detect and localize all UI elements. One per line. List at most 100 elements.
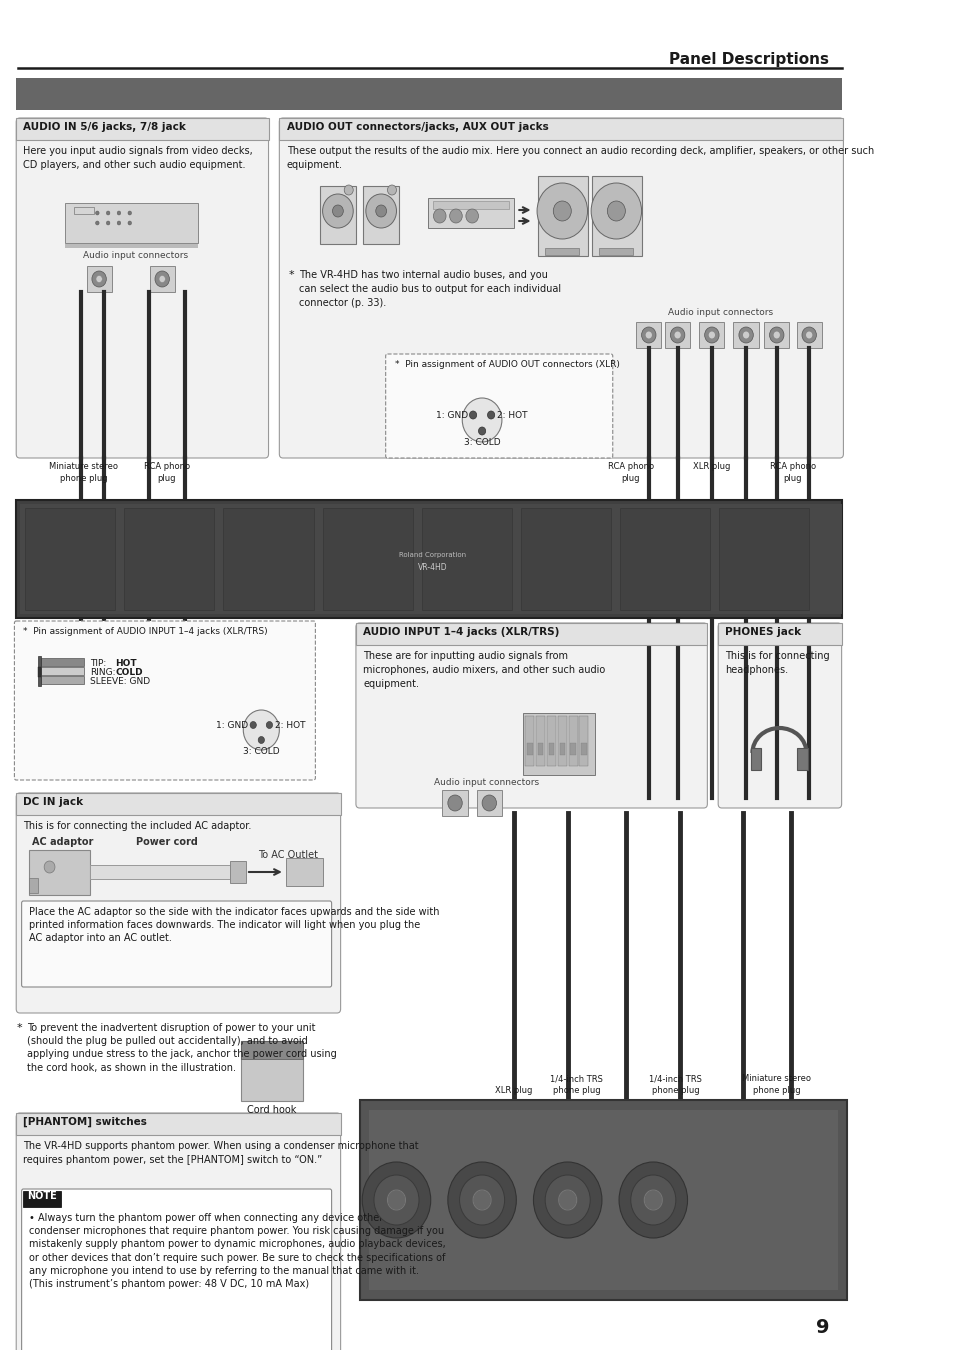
Circle shape	[106, 221, 110, 225]
Circle shape	[375, 205, 386, 217]
Bar	[548, 743, 554, 755]
Bar	[322, 508, 413, 610]
Text: Power cord: Power cord	[135, 837, 197, 846]
Text: AC adaptor: AC adaptor	[32, 837, 93, 846]
Circle shape	[645, 332, 651, 339]
Circle shape	[533, 1162, 601, 1238]
Bar	[16, 117, 268, 140]
Bar	[432, 201, 509, 209]
Bar	[20, 504, 841, 614]
Circle shape	[95, 211, 99, 215]
Bar	[223, 508, 314, 610]
Text: 1/4-inch TRS
phone plug: 1/4-inch TRS phone plug	[550, 1075, 602, 1095]
Bar	[16, 792, 340, 815]
FancyBboxPatch shape	[22, 1189, 332, 1350]
Bar	[718, 622, 841, 645]
Bar	[16, 78, 841, 109]
Text: This is for connecting the included AC adaptor.: This is for connecting the included AC a…	[24, 821, 252, 832]
Text: PHONES jack: PHONES jack	[724, 626, 801, 637]
Bar	[90, 865, 230, 879]
FancyBboxPatch shape	[16, 792, 340, 1012]
Text: Cord hook: Cord hook	[247, 1106, 296, 1115]
Circle shape	[106, 211, 110, 215]
Circle shape	[258, 737, 264, 744]
Bar	[65, 202, 198, 243]
Bar	[570, 743, 576, 755]
Bar	[355, 622, 706, 645]
Circle shape	[447, 1162, 516, 1238]
Text: NOTE: NOTE	[28, 1191, 57, 1202]
FancyBboxPatch shape	[16, 117, 268, 458]
Bar	[369, 1110, 837, 1291]
Text: AUDIO INPUT 1–4 jacks (XLR/TRS): AUDIO INPUT 1–4 jacks (XLR/TRS)	[363, 626, 558, 637]
FancyBboxPatch shape	[718, 622, 841, 809]
Circle shape	[465, 209, 478, 223]
FancyBboxPatch shape	[355, 622, 706, 809]
Circle shape	[674, 332, 680, 339]
Text: RCA phono
plug: RCA phono plug	[144, 462, 190, 483]
Text: 3: COLD: 3: COLD	[463, 437, 500, 447]
Bar	[636, 323, 660, 348]
Text: 2: HOT: 2: HOT	[274, 721, 305, 729]
Bar	[520, 508, 610, 610]
Circle shape	[44, 861, 55, 873]
Bar	[442, 790, 467, 815]
Bar	[546, 716, 556, 765]
Bar	[699, 323, 723, 348]
Circle shape	[641, 327, 656, 343]
Circle shape	[558, 1189, 577, 1210]
Bar	[580, 743, 586, 755]
Text: RCA phono
plug: RCA phono plug	[607, 462, 653, 483]
Bar	[750, 748, 760, 770]
Bar	[41, 667, 84, 675]
Circle shape	[487, 410, 495, 418]
Bar	[16, 1112, 340, 1135]
Text: *  Pin assignment of AUDIO INPUT 1–4 jacks (XLR/TRS): * Pin assignment of AUDIO INPUT 1–4 jack…	[24, 626, 268, 636]
Circle shape	[478, 427, 485, 435]
Text: *  Pin assignment of AUDIO OUT connectors (XLR): * Pin assignment of AUDIO OUT connectors…	[395, 360, 618, 369]
Bar	[527, 743, 532, 755]
Text: Audio input connectors: Audio input connectors	[434, 778, 538, 787]
Text: Roland Corporation: Roland Corporation	[398, 552, 466, 558]
Circle shape	[362, 1162, 430, 1238]
Bar	[363, 186, 398, 244]
Circle shape	[704, 327, 719, 343]
Circle shape	[387, 1189, 405, 1210]
Text: These are for inputting audio signals from
microphones, audio mixers, and other : These are for inputting audio signals fr…	[363, 651, 605, 688]
Circle shape	[333, 205, 343, 217]
Bar	[319, 186, 355, 244]
FancyBboxPatch shape	[16, 1112, 340, 1350]
Bar	[664, 323, 690, 348]
Circle shape	[365, 194, 396, 228]
Circle shape	[91, 271, 106, 288]
Bar	[285, 859, 323, 886]
Text: This is for connecting
headphones.: This is for connecting headphones.	[724, 651, 829, 675]
Circle shape	[449, 209, 462, 223]
Circle shape	[322, 194, 353, 228]
Circle shape	[117, 221, 121, 225]
Circle shape	[243, 710, 279, 751]
Circle shape	[387, 185, 396, 194]
Text: [PHANTOM] switches: [PHANTOM] switches	[24, 1116, 147, 1127]
Circle shape	[630, 1174, 675, 1224]
Bar	[241, 1041, 302, 1058]
Circle shape	[159, 275, 165, 282]
Circle shape	[742, 332, 748, 339]
Text: Miniature stereo
phone plug: Miniature stereo phone plug	[741, 1075, 810, 1095]
Text: These output the results of the audio mix. Here you connect an audio recording d: These output the results of the audio mi…	[286, 146, 873, 170]
Text: COLD: COLD	[115, 668, 143, 676]
Circle shape	[739, 327, 753, 343]
Bar	[558, 716, 566, 765]
Circle shape	[250, 721, 256, 729]
Circle shape	[481, 795, 496, 811]
Bar	[536, 716, 544, 765]
Circle shape	[459, 1174, 504, 1224]
Circle shape	[643, 1189, 661, 1210]
Bar	[29, 850, 90, 895]
Bar	[568, 716, 577, 765]
Circle shape	[266, 721, 273, 729]
Text: • Always turn the phantom power off when connecting any device other than
conden: • Always turn the phantom power off when…	[29, 1214, 445, 1289]
Circle shape	[154, 271, 170, 288]
Bar	[796, 323, 821, 348]
Bar	[38, 667, 41, 676]
